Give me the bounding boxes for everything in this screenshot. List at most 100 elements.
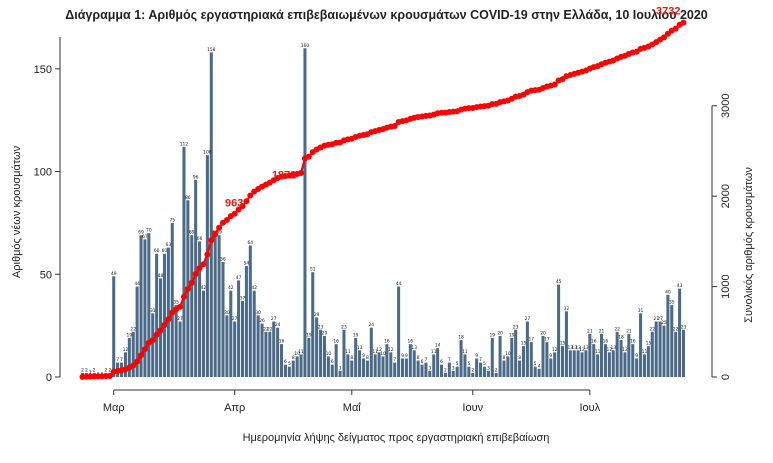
- bar: [350, 360, 354, 377]
- bar: [342, 329, 346, 377]
- ticks-layer: 0 50 100 150 0 1000 2000 3000 Μαρ Απρ Μαΐ Ιουν Ιουλ: [34, 64, 732, 414]
- bar: [260, 323, 264, 377]
- cumulative-point: [184, 285, 191, 292]
- bar: [607, 352, 611, 377]
- bar: [295, 356, 299, 377]
- cumulative-point: [391, 122, 398, 129]
- bar-value-label: 3: [428, 365, 431, 371]
- bar: [650, 331, 654, 377]
- bar-value-label: 24: [368, 322, 374, 328]
- bar-value-label: 60: [154, 248, 160, 254]
- cumulative-point: [180, 293, 187, 300]
- bar: [334, 344, 338, 377]
- cumulative-point: [161, 321, 168, 328]
- bar: [447, 362, 451, 377]
- bar: [400, 358, 405, 377]
- cumulative-point: [192, 271, 199, 278]
- bar-value-label: 5: [483, 361, 486, 367]
- x-tick-label: Μαρ: [103, 402, 125, 414]
- bar-value-label: 27: [657, 316, 663, 322]
- bar-value-label: 11: [642, 349, 648, 355]
- right-y-axis-title: Συνολικός αριθμός κρουσμάτων: [743, 167, 755, 323]
- bar: [205, 155, 209, 377]
- cumulative-point: [153, 331, 160, 338]
- bar: [498, 335, 502, 377]
- bar: [681, 329, 686, 377]
- bar: [432, 354, 436, 377]
- bar-value-label: 2: [85, 367, 88, 373]
- bar: [268, 331, 272, 377]
- bar: [131, 331, 135, 377]
- bar-value-label: 16: [408, 339, 414, 345]
- bar-value-label: 13: [357, 345, 363, 351]
- bar-value-label: 7: [120, 357, 123, 363]
- bar: [479, 362, 483, 377]
- bar: [549, 358, 553, 377]
- bar: [514, 329, 518, 377]
- bar-value-label: 21: [626, 328, 632, 334]
- bar-value-label: 2: [108, 367, 111, 373]
- bar: [233, 321, 237, 377]
- bar-value-label: 51: [310, 267, 316, 273]
- cumulative-point: [243, 198, 250, 205]
- bar-value-label: 48: [158, 273, 164, 279]
- bar: [529, 342, 533, 377]
- bar-value-label: 56: [220, 256, 226, 262]
- cumulative-point: [235, 206, 242, 213]
- bar-value-label: 11: [595, 349, 601, 355]
- cumulative-point: [305, 153, 312, 160]
- bar: [166, 247, 170, 377]
- bar-value-label: 10: [380, 351, 386, 357]
- bar-value-label: 12: [622, 347, 628, 353]
- bar-value-label: 13: [571, 345, 577, 351]
- bar: [198, 241, 202, 377]
- x-tick-label: Ιουν: [462, 402, 483, 414]
- bar: [217, 235, 221, 377]
- bar-value-label: 5: [534, 361, 537, 367]
- bar: [654, 321, 658, 377]
- bar: [635, 358, 639, 377]
- bar: [162, 253, 166, 377]
- bar-value-label: 13: [610, 345, 616, 351]
- bar: [596, 354, 600, 377]
- bar-value-label: 40: [665, 289, 671, 295]
- bar-value-label: 13: [575, 345, 581, 351]
- bar: [627, 333, 631, 377]
- bar: [459, 340, 463, 377]
- bar: [182, 146, 186, 377]
- bar-value-label: 15: [560, 341, 566, 347]
- bar: [420, 364, 424, 377]
- bar-value-label: 15: [521, 341, 527, 347]
- bar: [580, 352, 584, 377]
- bar: [584, 350, 588, 377]
- bar: [127, 337, 131, 377]
- bar-value-label: 42: [251, 285, 257, 291]
- bar-value-label: 30: [255, 310, 261, 316]
- bar-value-label: 8: [292, 355, 295, 361]
- bars-layer: [80, 48, 686, 378]
- bar-value-label: 2: [495, 367, 498, 373]
- left-y-axis-title: Αριθμός νέων κρουσμάτων: [11, 145, 23, 278]
- cumulative-point: [208, 237, 215, 244]
- bar-value-label: 11: [462, 349, 468, 355]
- bar-value-label: 22: [130, 326, 136, 332]
- bar-value-label: 2: [471, 367, 474, 373]
- bar-value-label: 8: [417, 355, 420, 361]
- cumulative-point: [196, 265, 203, 272]
- bar: [248, 245, 252, 377]
- bar-value-label: 3: [487, 365, 490, 371]
- bar-value-label: 8: [518, 355, 521, 361]
- bar-value-label: 60: [162, 248, 168, 254]
- bar-value-label: 75: [169, 217, 175, 223]
- bar: [576, 350, 580, 377]
- bar: [326, 356, 330, 377]
- bar-value-label: 43: [677, 283, 683, 289]
- bar: [229, 290, 233, 377]
- bar-value-label: 20: [322, 330, 328, 336]
- bar-value-label: 12: [376, 347, 382, 353]
- bar: [221, 261, 225, 377]
- bar: [592, 344, 596, 377]
- bar-value-label: 22: [673, 326, 679, 332]
- bar-value-label: 9: [475, 353, 478, 359]
- cumulative-point: [188, 279, 195, 286]
